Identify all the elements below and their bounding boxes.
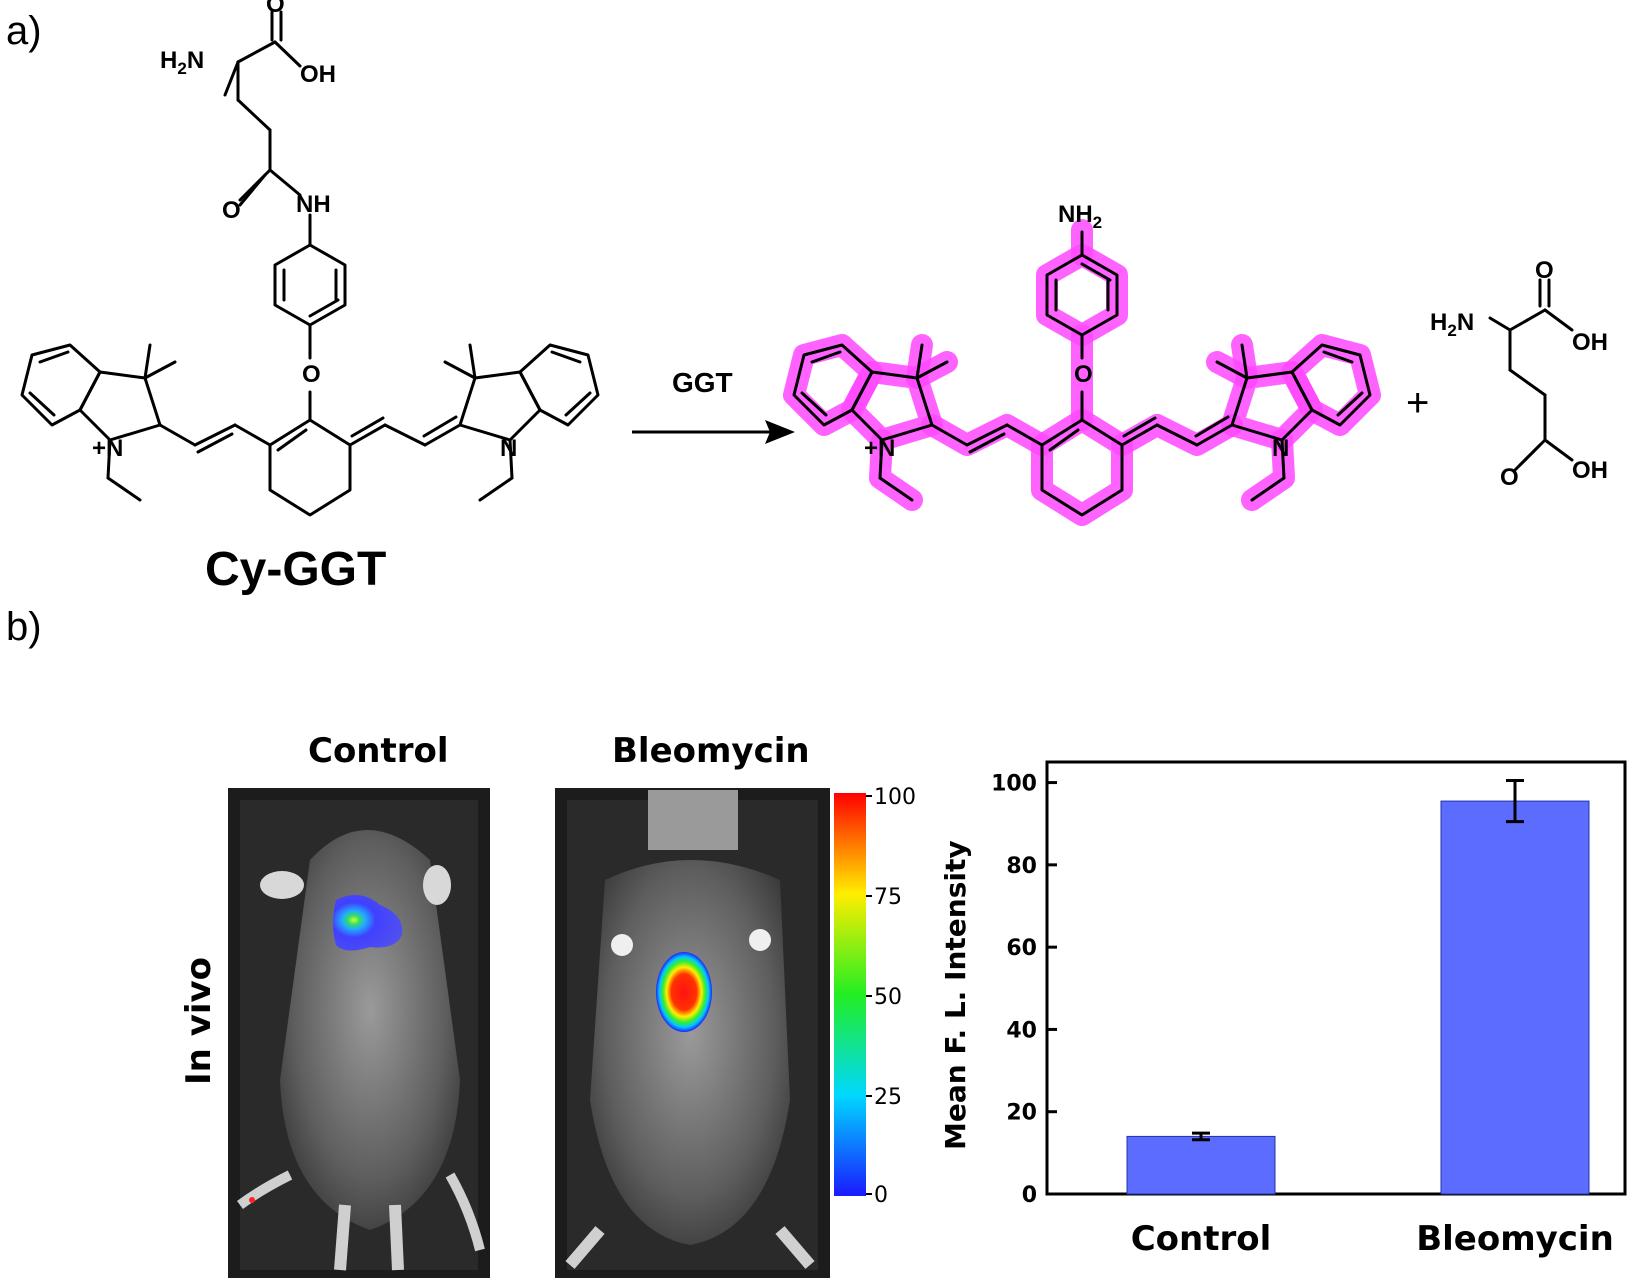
colorbar-tick: 25	[874, 1085, 902, 1110]
image-title-bleomycin: Bleomycin	[612, 731, 810, 771]
colorbar-tick: 75	[874, 885, 902, 910]
glutamic-acid-structure: O H2N OH O OH	[1430, 257, 1608, 491]
y-tick-label: 0	[1022, 1183, 1037, 1208]
bars	[1126, 779, 1590, 1195]
atom-label: N	[500, 435, 517, 462]
atom-label: O	[1074, 361, 1093, 388]
y-axis-title: Mean F. L. Intensity	[939, 840, 972, 1150]
cyanine-product-structure: NH2 O +N N	[783, 201, 1381, 526]
plus-sign: +	[1406, 381, 1429, 425]
atom-label: N	[1272, 435, 1289, 462]
control-mouse-image	[228, 788, 490, 1278]
atom-label: NH	[296, 191, 331, 218]
atom-label: NH2	[1058, 201, 1102, 232]
atom-label: O	[266, 0, 285, 18]
atom-label: +N	[92, 435, 123, 462]
atom-label: OH	[1572, 457, 1608, 484]
colorbar: 100 75 50 25 0	[834, 785, 916, 1208]
atom-label: OH	[1572, 329, 1608, 356]
enzyme-label: GGT	[672, 367, 733, 398]
reaction-arrow	[632, 420, 795, 444]
atom-label: +N	[864, 435, 895, 462]
y-axis: 0 20 40 60 80 100	[991, 772, 1057, 1208]
bar-bleomycin	[1440, 800, 1590, 1195]
colorbar-tick: 50	[874, 985, 902, 1010]
y-tick-label: 40	[1006, 1018, 1037, 1043]
error-bar	[1192, 1131, 1210, 1142]
error-bar	[1506, 779, 1524, 824]
atom-label: OH	[300, 61, 336, 88]
atom-label: O	[1500, 464, 1519, 491]
plot-frame	[1045, 760, 1627, 1196]
bleomycin-mouse-image	[555, 788, 830, 1278]
atom-label: O	[302, 361, 321, 388]
panel-b-label: b)	[6, 605, 42, 649]
bar-chart: 0 20 40 60 80 100 Control Bleomycin Mean F. L.…	[939, 760, 1627, 1259]
y-tick-label: 60	[1006, 936, 1037, 961]
atom-label: O	[222, 197, 241, 224]
atom-label: O	[1535, 257, 1554, 284]
atom-label: H2N	[160, 47, 204, 78]
atom-label: H2N	[1430, 309, 1474, 340]
colorbar-tick: 0	[874, 1183, 888, 1208]
y-tick-label: 20	[1006, 1101, 1037, 1126]
side-label: In vivo	[179, 957, 219, 1085]
image-title-control: Control	[308, 731, 449, 771]
y-tick-label: 80	[1006, 854, 1037, 879]
x-axis: Control Bleomycin	[1131, 1219, 1614, 1259]
x-category-label: Control	[1131, 1219, 1272, 1259]
colorbar-tick: 100	[874, 785, 916, 810]
cy-ggt-structure: H2N O OH O NH O +N N	[20, 0, 600, 517]
panel-a-label: a)	[6, 9, 42, 53]
bar-control	[1126, 1135, 1276, 1195]
compound-name: Cy-GGT	[205, 543, 386, 596]
y-tick-label: 100	[991, 772, 1037, 797]
x-category-label: Bleomycin	[1416, 1219, 1614, 1259]
